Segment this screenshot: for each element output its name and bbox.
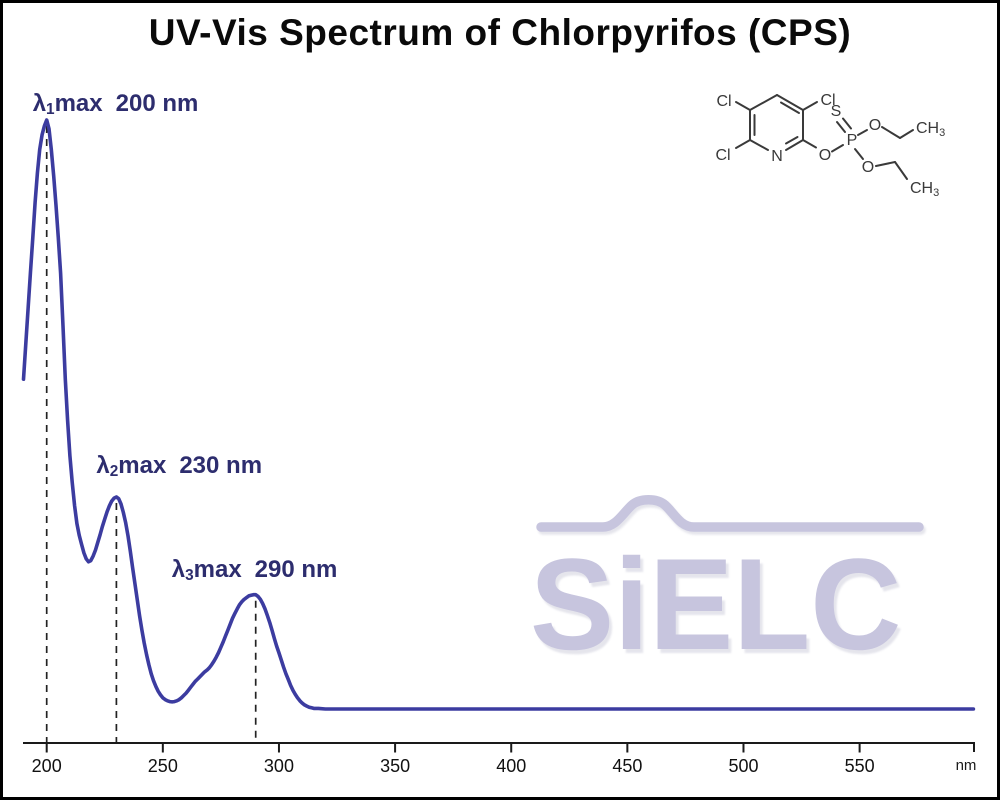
atom-label-o: O (862, 159, 874, 176)
x-tick-label: 250 (148, 756, 178, 776)
peak-annotation-1: λ1max 200 nm (32, 90, 199, 119)
x-tick-label: 550 (845, 756, 875, 776)
atom-label-s: S (831, 103, 842, 120)
peak-annotation-2: λ2max 230 nm (96, 451, 263, 481)
x-axis-ticks: 200 250 300 350 400 450 500 550 (32, 743, 875, 776)
lambda-symbol: λ (32, 90, 47, 117)
spectrum-chart: 200 250 300 350 400 450 500 550 nm (21, 118, 977, 776)
atom-label-cl: Cl (715, 147, 730, 164)
lambda-subscript: 3 (185, 567, 194, 585)
atom-label-n: N (771, 148, 783, 165)
max-text: max (118, 451, 167, 479)
peak-annotation-3: λ3max 290 nm (171, 555, 338, 585)
x-tick-label: 450 (612, 756, 642, 776)
chlorpyrifos-structure: Cl Cl Cl N O P S O O CH3 CH3 (715, 92, 945, 199)
atom-label-cl: Cl (716, 93, 731, 110)
atom-label-o: O (819, 147, 831, 164)
peak-dashed-lines (45, 126, 257, 743)
x-tick-label: 400 (496, 756, 526, 776)
wavelength-value: 200 nm (115, 90, 199, 117)
max-text: max (193, 555, 242, 583)
x-axis-line (23, 742, 975, 752)
lambda-subscript: 2 (109, 463, 119, 481)
page-title: UV-Vis Spectrum of Chlorpyrifos (CPS) (148, 12, 852, 53)
x-axis-unit-label: nm (956, 757, 977, 774)
max-text: max (54, 90, 103, 117)
lambda-symbol: λ (171, 555, 186, 583)
spectrum-curve (21, 118, 976, 711)
atom-label-p: P (847, 132, 858, 149)
lambda-symbol: λ (96, 451, 110, 479)
lambda-subscript: 1 (46, 101, 55, 119)
x-tick-label: 300 (264, 756, 294, 776)
atom-label-ch3: CH3 (916, 120, 945, 139)
atom-label-cl: Cl (820, 92, 835, 109)
atom-label-o: O (869, 117, 881, 134)
wavelength-value: 290 nm (254, 555, 338, 583)
x-tick-label: 500 (728, 756, 758, 776)
atom-label-ch3: CH3 (910, 180, 939, 199)
x-tick-label: 350 (380, 756, 410, 776)
x-tick-label: 200 (32, 756, 62, 776)
wavelength-value: 230 nm (179, 451, 263, 479)
